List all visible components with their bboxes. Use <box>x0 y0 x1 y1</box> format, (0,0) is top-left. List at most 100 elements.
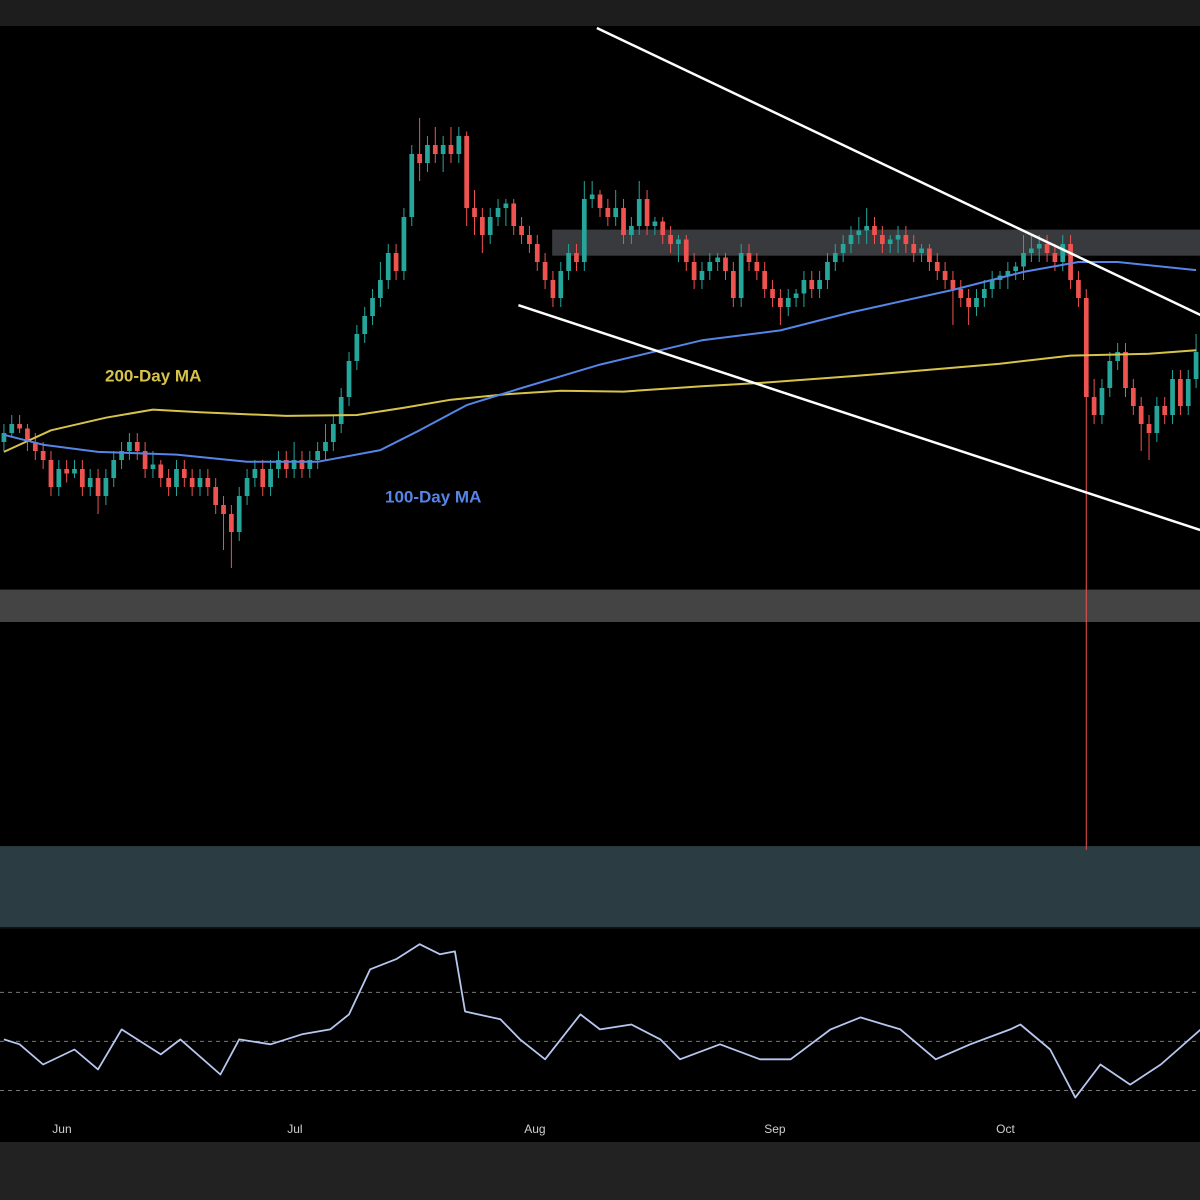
candle-body <box>848 235 854 244</box>
candle-body <box>464 136 470 208</box>
candle-body <box>927 248 932 262</box>
trendline <box>596 26 1200 317</box>
candle-body <box>17 424 22 429</box>
indicator-line <box>3 943 1200 1099</box>
candle-body <box>1099 388 1105 415</box>
candle-body <box>652 221 658 226</box>
candle-body <box>597 194 603 208</box>
trendline <box>518 304 1200 532</box>
candle-body <box>87 478 93 487</box>
top-bar <box>0 0 1200 26</box>
x-tick-label: Sep <box>764 1122 786 1136</box>
candle-body <box>966 298 971 307</box>
candle-body <box>1068 244 1073 280</box>
candle-body <box>840 244 846 253</box>
candle-body <box>723 257 728 271</box>
candle-body <box>1021 253 1026 267</box>
candle-body <box>621 208 626 235</box>
candle-body <box>1005 271 1011 276</box>
candle-body <box>825 262 830 280</box>
candle-body <box>456 136 462 154</box>
candle-body <box>229 514 234 532</box>
candle-body <box>542 262 548 280</box>
candle-body <box>1060 244 1066 262</box>
candle-body <box>950 280 956 289</box>
candle-body <box>511 203 517 226</box>
candle-body <box>754 262 760 271</box>
candle-body <box>785 298 791 307</box>
candle-body <box>119 451 124 460</box>
candle-body <box>770 289 775 298</box>
candle-body <box>880 235 885 244</box>
candle-body <box>1115 352 1120 361</box>
candle-body <box>1170 379 1175 415</box>
candle-body <box>1107 361 1113 388</box>
x-tick-label: Jun <box>52 1122 71 1136</box>
candle-body <box>1193 352 1199 379</box>
candle-body <box>291 460 297 469</box>
candle-body <box>221 505 226 514</box>
candle-body <box>903 235 909 244</box>
candle-body <box>370 298 375 316</box>
candle-body <box>1029 248 1034 253</box>
candle-body <box>64 469 70 474</box>
candle-body <box>448 145 454 154</box>
candle-body <box>440 145 446 154</box>
candle-body <box>793 293 799 298</box>
candle-body <box>934 262 940 271</box>
candle-body <box>354 334 360 361</box>
candle-body <box>801 280 807 294</box>
candle-body <box>762 271 768 289</box>
candle-body <box>1 433 7 442</box>
x-tick-label: Oct <box>996 1122 1015 1136</box>
candle-body <box>519 226 524 235</box>
candle-body <box>127 442 132 451</box>
candle-body <box>409 154 415 217</box>
candle-body <box>558 271 564 298</box>
candle-body <box>1154 406 1160 433</box>
candle-body <box>166 478 171 487</box>
candle-body <box>236 496 242 532</box>
x-tick-label: Aug <box>524 1122 545 1136</box>
candle-body <box>150 464 156 469</box>
candle-body <box>417 154 422 163</box>
candle-body <box>283 460 289 469</box>
candle-body <box>393 253 399 271</box>
candle-body <box>1146 424 1152 433</box>
candle-body <box>1083 298 1089 397</box>
candle-body <box>1036 244 1042 249</box>
candle-body <box>134 442 140 451</box>
candle-body <box>95 478 101 496</box>
candle-body <box>323 442 328 451</box>
candle-body <box>1130 388 1136 406</box>
candle-body <box>566 253 571 271</box>
candle-body <box>174 469 179 487</box>
candle-body <box>111 460 117 478</box>
candle-body <box>809 280 815 289</box>
candle-body <box>307 460 313 469</box>
candle-body <box>856 230 862 235</box>
candle-body <box>778 298 783 307</box>
candle-body <box>48 460 54 487</box>
candle-body <box>142 451 148 469</box>
candle-body <box>574 253 579 262</box>
candle-body <box>887 239 893 244</box>
candle-body <box>487 217 493 235</box>
candle-body <box>276 460 281 469</box>
candle-body <box>911 244 917 253</box>
candle-body <box>197 478 203 487</box>
candle-body <box>1185 379 1191 406</box>
candle-body <box>668 235 673 244</box>
candle-body <box>9 424 15 433</box>
candle-body <box>1013 266 1019 271</box>
candle-body <box>958 289 964 298</box>
candle-body <box>864 226 870 231</box>
candle-body <box>581 199 587 262</box>
candle-body <box>1123 352 1128 388</box>
candle-body <box>72 469 77 474</box>
candle-body <box>534 244 540 262</box>
candle-body <box>268 469 273 487</box>
candle-body <box>1052 253 1058 262</box>
candle-body <box>1138 406 1144 424</box>
